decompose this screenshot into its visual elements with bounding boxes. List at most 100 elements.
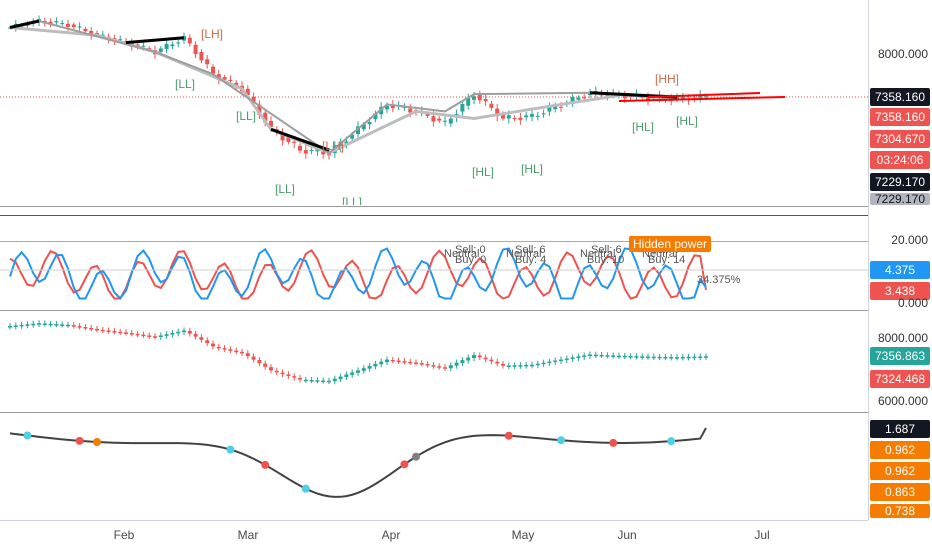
cycle-line — [9, 427, 707, 498]
candle-body — [141, 45, 146, 47]
ma-candle-body — [251, 356, 256, 360]
candle-body — [54, 21, 59, 23]
candle-body — [472, 96, 476, 100]
ma-candle-body — [698, 356, 703, 358]
oscillator-panel — [0, 247, 868, 300]
candle-body — [460, 104, 465, 112]
ma-candle-body — [443, 367, 447, 369]
ma-candle-body — [535, 363, 540, 366]
ma-candle-body — [553, 360, 558, 363]
cycle-dot — [75, 436, 84, 445]
panel-separator[interactable] — [0, 241, 868, 242]
osc-red-label: 3.438 — [870, 282, 930, 300]
cycle-level-label: 0.962 — [870, 441, 930, 459]
ma-candle-body — [344, 374, 349, 378]
candle-body — [193, 44, 198, 55]
panel-separator[interactable] — [0, 412, 868, 413]
ma-candle-body — [657, 356, 662, 359]
ma-candle-body — [135, 333, 140, 336]
candle-body — [547, 106, 552, 112]
cycle-dot — [93, 438, 101, 447]
candle-body — [390, 104, 395, 109]
signal-sell: Sell: 0 — [455, 244, 486, 256]
swing-label: [HL] — [472, 165, 495, 179]
ma-candle-body — [274, 370, 279, 373]
main-price-panel — [0, 15, 868, 160]
cycle-last-label: 1.687 — [870, 420, 930, 438]
ma-candle-body — [634, 356, 639, 358]
candle-body — [344, 141, 349, 144]
candle-body — [309, 150, 314, 152]
candle-body — [680, 96, 685, 99]
ma-candle-body — [89, 327, 94, 330]
ma-candle-body — [182, 330, 186, 333]
ma-candle-body — [506, 365, 511, 367]
swing-label: [HL] — [632, 120, 655, 134]
ma-candle-body — [83, 327, 88, 329]
oscillator-percent: 34.375% — [697, 274, 741, 286]
ma-candle-body — [263, 363, 268, 367]
cycle-dot — [504, 431, 513, 440]
ma-candle-body — [286, 374, 291, 376]
ma-candle-body — [222, 348, 227, 350]
candle-body — [158, 48, 163, 52]
candle-body — [477, 94, 482, 101]
cycle-dot — [226, 445, 235, 454]
ma-candle-body — [54, 324, 59, 326]
candle-body — [77, 26, 82, 28]
ma-candle-body — [42, 323, 47, 325]
ma-candle-body — [373, 363, 378, 367]
signal-buy: Buy: 10 — [587, 254, 625, 266]
ma-candle-body — [31, 323, 36, 326]
candle-body — [298, 145, 302, 151]
candle-body — [48, 21, 53, 24]
swing-label: [LL] — [342, 195, 363, 205]
ma-candle-body — [19, 324, 24, 327]
ma-candle-body — [141, 334, 146, 337]
cycle-panel — [9, 427, 707, 498]
ma-candle-body — [211, 343, 215, 347]
swing-segment-black — [270, 127, 330, 152]
ma-candle-body — [48, 323, 53, 326]
candle-body — [518, 117, 523, 120]
ma-candle-body — [234, 350, 239, 353]
time-axis[interactable] — [0, 520, 868, 551]
open-price-label: 7304.670 — [870, 130, 930, 148]
candle-body — [605, 93, 610, 97]
ma-candle-body — [385, 359, 389, 363]
signal-sell: Sell: 6 — [591, 244, 622, 256]
ma-candle-body — [298, 378, 302, 380]
ma-candle-body — [675, 357, 679, 359]
candle-body — [83, 28, 88, 32]
ma-candle-body — [501, 363, 505, 366]
ma-candle-body — [164, 334, 169, 336]
swing-segment-black — [125, 36, 185, 45]
trendline-red — [647, 92, 761, 98]
ma-tick-8000: 8000.000 — [877, 331, 928, 345]
ma-candle-body — [599, 354, 604, 357]
ma-candle-body — [495, 361, 500, 364]
panel-separator[interactable] — [0, 310, 868, 311]
signal-sell: Sell: 6 — [515, 244, 546, 256]
ma-candle-body — [628, 356, 633, 358]
ma-candle-body — [431, 365, 436, 367]
candle-body — [95, 33, 99, 35]
candle-body — [448, 118, 453, 124]
ma-candle-body — [651, 356, 656, 359]
osc-blue-label: 4.375 — [870, 261, 930, 279]
panel-separator[interactable] — [0, 206, 868, 207]
ma-candle-body — [60, 324, 65, 326]
oscillator-blue-line — [9, 247, 707, 300]
signal-buy: Buy: 4 — [515, 254, 547, 266]
candle-body — [576, 97, 581, 100]
trendline-red — [618, 96, 786, 102]
ma-candle-body — [512, 365, 517, 367]
ma-candle-body — [257, 360, 262, 364]
ma-candle-body — [327, 380, 331, 383]
panel-separator[interactable] — [0, 215, 868, 216]
ma-candle-body — [158, 335, 163, 338]
candle-body — [361, 124, 366, 130]
ma-candle-body — [559, 359, 563, 362]
ma-candle-body — [147, 335, 152, 337]
